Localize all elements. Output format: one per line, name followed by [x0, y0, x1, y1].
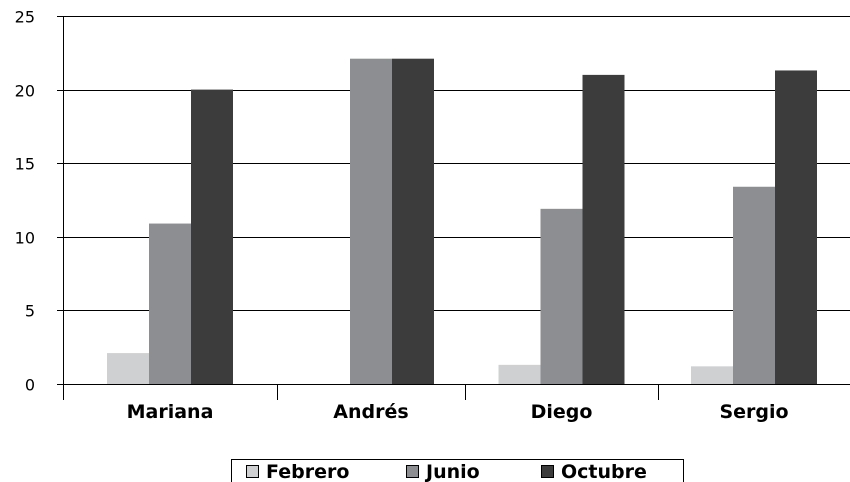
legend-label: Octubre — [561, 461, 647, 482]
legend-swatch-junio — [406, 465, 419, 478]
bars — [107, 58, 817, 385]
x-tick-label: Andrés — [333, 401, 408, 423]
bar-junio-3 — [540, 208, 583, 384]
bar-octubre-3 — [582, 74, 625, 384]
y-tick-label: 15 — [15, 155, 35, 174]
y-tick-label: 20 — [15, 82, 35, 101]
x-tick-label: Mariana — [127, 401, 214, 423]
legend-swatch-febrero — [246, 465, 259, 478]
y-tick-label: 0 — [25, 376, 35, 395]
x-tick-label: Sergio — [719, 401, 788, 423]
bar-febrero-1 — [107, 353, 149, 384]
y-tick-label: 10 — [15, 229, 35, 248]
y-tick-label: 5 — [25, 302, 35, 321]
axes — [57, 16, 850, 400]
bar-junio-4 — [733, 186, 775, 384]
legend-box — [231, 459, 684, 482]
legend-label: Junio — [424, 461, 480, 482]
y-tick-label: 25 — [15, 8, 35, 27]
bar-octubre-1 — [191, 89, 233, 384]
bar-junio-2 — [350, 58, 392, 385]
x-tick-labels: Mariana Andrés Diego Sergio — [127, 401, 789, 423]
legend-swatch-octubre — [541, 465, 554, 478]
legend: Febrero Junio Octubre — [231, 459, 684, 482]
x-tick-label: Diego — [531, 401, 593, 423]
y-tick-labels: 0 5 10 15 20 25 — [15, 8, 35, 395]
bar-febrero-4 — [691, 366, 733, 384]
bar-junio-1 — [149, 223, 191, 384]
bar-febrero-3 — [498, 364, 541, 384]
legend-label: Febrero — [266, 461, 349, 482]
bar-octubre-2 — [392, 58, 434, 385]
bar-octubre-4 — [775, 70, 817, 385]
